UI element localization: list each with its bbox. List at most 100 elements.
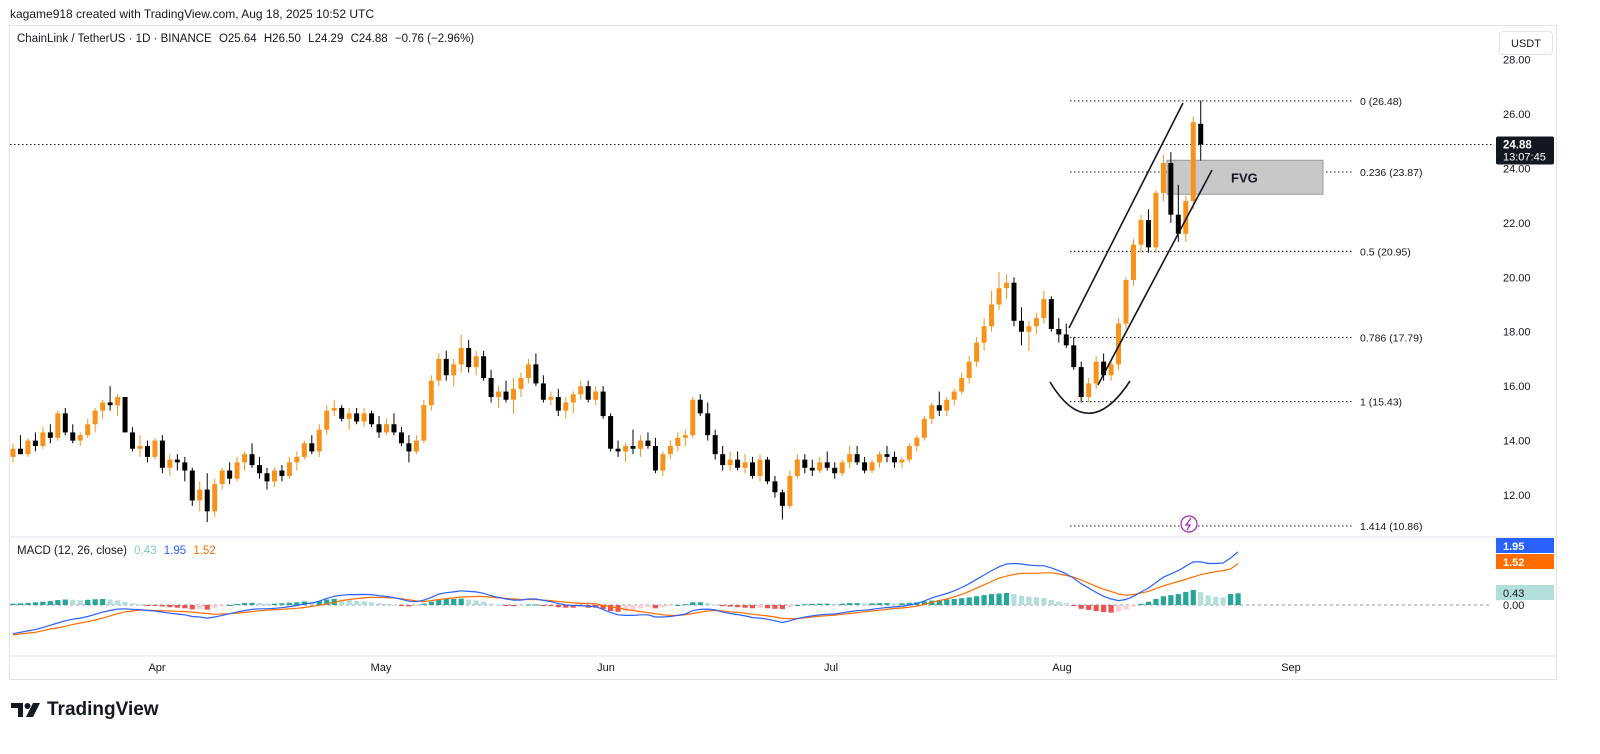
currency-unit-button[interactable]: USDT <box>1499 31 1553 55</box>
candle-body-17 <box>137 446 143 449</box>
candle-body-41 <box>316 429 322 452</box>
candle-5 <box>47 424 53 444</box>
candle-126 <box>951 388 957 406</box>
macd-hist-bar-28 <box>219 605 225 607</box>
price-tick-3: 18.00 <box>1503 327 1531 339</box>
candle-body-39 <box>301 443 307 457</box>
macd-hist-bar-73 <box>555 605 561 608</box>
macd-hist-bar-53 <box>406 605 412 607</box>
candle-body-2 <box>25 440 31 455</box>
macd-title[interactable]: MACD (12, 26, close) <box>17 545 127 557</box>
candle-16 <box>130 426 136 452</box>
time-tick-4: Aug <box>1052 662 1072 674</box>
candle-body-136 <box>1026 326 1032 332</box>
fvg-zone: FVG <box>1166 159 1324 195</box>
macd-hist-bar-11 <box>92 599 98 605</box>
candle-71 <box>540 375 546 403</box>
candle-68 <box>518 372 524 398</box>
candle-98 <box>742 454 748 474</box>
candle-body-60 <box>458 348 464 365</box>
candle-37 <box>286 456 292 479</box>
candle-body-85 <box>645 440 651 447</box>
candle-41 <box>316 424 322 457</box>
macd-hist-bar-156 <box>1175 594 1181 605</box>
macd-hist-bar-109 <box>824 603 830 605</box>
macd-hist-bar-119 <box>899 603 905 605</box>
macd-hist-bar-88 <box>667 605 673 607</box>
macd-hist-bar-15 <box>122 601 128 605</box>
price-axis: 12.00 14.00 16.00 18.00 20.00 22.00 24.00 26.00… <box>1496 55 1554 502</box>
candle-116 <box>877 451 883 468</box>
price-tick-4: 20.00 <box>1503 272 1531 284</box>
macd-hist-bar-151 <box>1138 603 1144 605</box>
candle-87 <box>660 451 666 476</box>
candle-151 <box>1138 214 1144 253</box>
candle-body-16 <box>130 432 136 449</box>
candle-body-92 <box>697 399 703 414</box>
tradingview-logo[interactable]: TradingView <box>11 699 159 721</box>
macd-pane: 1.951.520.430.00 <box>10 536 1556 657</box>
macd-hist-bar-89 <box>675 605 681 606</box>
candle-body-133 <box>1004 282 1010 289</box>
macd-hist-bar-101 <box>764 605 771 609</box>
candle-105 <box>794 454 800 479</box>
macd-hist-bar-2 <box>25 602 31 605</box>
candle-body-155 <box>1168 162 1174 215</box>
macd-hist-bar-13 <box>107 599 113 605</box>
macd-hist-bar-55 <box>421 603 427 605</box>
candle-body-61 <box>466 348 472 368</box>
candle-133 <box>1004 274 1010 300</box>
candle-48 <box>369 410 375 427</box>
symbol-name[interactable]: ChainLink / TetherUS · 1D · BINANCE <box>17 33 212 45</box>
candle-130 <box>981 318 987 351</box>
candle-123 <box>929 402 935 425</box>
candle-body-96 <box>727 459 733 466</box>
candle-141 <box>1063 323 1069 349</box>
candle-body-32 <box>249 454 255 466</box>
macd-hist-bar-26 <box>204 605 210 610</box>
macd-hist-bar-65 <box>495 604 502 606</box>
candle-137 <box>1033 312 1039 335</box>
candle-body-129 <box>974 342 980 362</box>
macd-hist-bar-17 <box>137 604 143 606</box>
macd-hist-bar-103 <box>779 605 786 610</box>
candle-body-84 <box>637 440 643 449</box>
candle-body-72 <box>548 397 554 400</box>
macd-zero-label: 0.00 <box>1503 600 1524 612</box>
candle-35 <box>271 467 277 487</box>
macd-hist-bar-36 <box>279 603 285 605</box>
candle-body-91 <box>690 399 696 436</box>
price-tick-5: 22.00 <box>1503 218 1531 230</box>
candle-17 <box>137 435 143 457</box>
macd-hist-bar-158 <box>1190 589 1196 605</box>
candle-body-125 <box>944 399 950 411</box>
candle-24 <box>189 467 195 506</box>
macd-hist-bar-128 <box>966 597 972 605</box>
candle-28 <box>219 467 225 490</box>
candle-body-71 <box>540 383 546 400</box>
macd-hist-bar-94 <box>712 604 718 606</box>
candle-body-146 <box>1101 361 1107 376</box>
macd-hist-bar-68 <box>518 605 524 606</box>
macd-hist-bar-97 <box>734 605 741 608</box>
candle-100 <box>757 454 763 482</box>
candle-body-114 <box>862 462 868 471</box>
candle-104 <box>787 470 793 509</box>
candle-132 <box>996 271 1002 310</box>
candle-110 <box>832 462 838 479</box>
candle-150 <box>1131 239 1136 286</box>
candle-body-82 <box>623 446 629 452</box>
macd-hist-bar-118 <box>891 603 898 605</box>
candle-body-87 <box>660 454 666 471</box>
candle-153 <box>1153 190 1159 253</box>
candle-body-51 <box>391 424 397 433</box>
candle-body-55 <box>421 405 427 441</box>
macd-hist-bar-162 <box>1220 597 1226 605</box>
macd-hist-bar-62 <box>473 600 479 605</box>
candle-body-153 <box>1153 192 1159 248</box>
candle-body-27 <box>212 484 218 512</box>
change-value: −0.76 (−2.96%) <box>394 33 475 45</box>
candle-103 <box>779 489 785 520</box>
